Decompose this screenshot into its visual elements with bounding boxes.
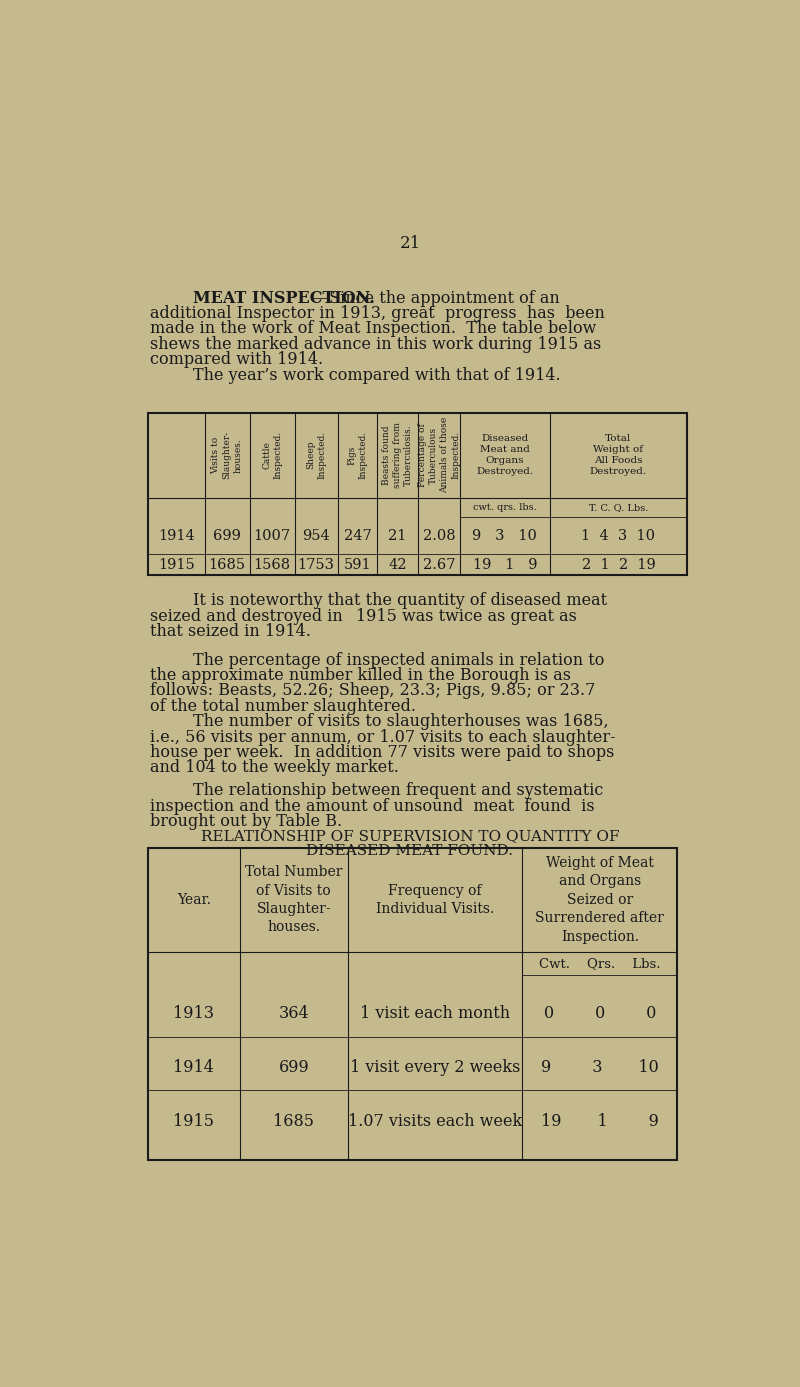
Text: 19   1   9: 19 1 9 — [473, 559, 537, 573]
Text: and 104 to the weekly market.: and 104 to the weekly market. — [150, 759, 399, 777]
Text: 1.07 visits each week: 1.07 visits each week — [348, 1112, 522, 1130]
Text: Visits to
Slaughter-
houses.: Visits to Slaughter- houses. — [211, 431, 242, 480]
Text: 1007: 1007 — [254, 528, 290, 544]
Text: Diseased
Meat and
Organs
Destroyed.: Diseased Meat and Organs Destroyed. — [476, 434, 534, 476]
Text: 2  1  2  19: 2 1 2 19 — [582, 559, 655, 573]
Text: 1914: 1914 — [174, 1058, 214, 1076]
Text: brought out by Table B.: brought out by Table B. — [150, 813, 342, 831]
Text: 1 visit every 2 weeks: 1 visit every 2 weeks — [350, 1058, 520, 1076]
Text: DISEASED MEAT FOUND.: DISEASED MEAT FOUND. — [306, 845, 514, 859]
Text: 699: 699 — [213, 528, 241, 544]
Text: 954: 954 — [302, 528, 330, 544]
Text: 9   3   10: 9 3 10 — [473, 528, 538, 544]
Text: shews the ​marked advance in this work during 1915 as: shews the ​marked advance in this work d… — [150, 336, 602, 352]
Text: the approximate number killed in the Borough is as: the approximate number killed in the Bor… — [150, 667, 571, 684]
Text: The percentage of inspected animals in relation to: The percentage of inspected animals in r… — [193, 652, 604, 669]
Text: 1913: 1913 — [174, 1006, 214, 1022]
Text: 2.08: 2.08 — [422, 528, 455, 544]
Text: The year’s work compared with that of 1914.: The year’s work compared with that of 19… — [193, 366, 561, 384]
Text: 1  4  3  10: 1 4 3 10 — [582, 528, 655, 544]
Text: Pigs
Inspected.: Pigs Inspected. — [348, 431, 368, 480]
Text: compared with 1914.: compared with 1914. — [150, 351, 323, 368]
Text: 699: 699 — [278, 1058, 309, 1076]
Text: seized and destroyed in  1915 was twice as great as: seized and destroyed in 1915 was twice a… — [150, 608, 578, 624]
Text: cwt. qrs. lbs.: cwt. qrs. lbs. — [473, 502, 537, 512]
Text: Sheep
Inspected.: Sheep Inspected. — [306, 431, 326, 480]
Text: It is noteworthy that the quantity of diseased meat: It is noteworthy that the quantity of di… — [193, 592, 607, 609]
Text: Frequency of
Individual Visits.: Frequency of Individual Visits. — [376, 884, 494, 915]
Text: 591: 591 — [344, 559, 371, 573]
Text: that seized in 1914.: that seized in 1914. — [150, 623, 311, 639]
Text: Total Number
of Visits to
Slaughter-
houses.: Total Number of Visits to Slaughter- hou… — [245, 865, 342, 935]
Text: 9        3       10: 9 3 10 — [541, 1058, 658, 1076]
Text: 1915: 1915 — [174, 1112, 214, 1130]
Text: The relationship between frequent and systematic: The relationship between frequent and sy… — [193, 782, 603, 799]
Text: 1685: 1685 — [274, 1112, 314, 1130]
Text: 2.67: 2.67 — [423, 559, 455, 573]
Text: Percentage of
Tuberculous
Animals of those
Inspected.: Percentage of Tuberculous Animals of tho… — [418, 417, 460, 494]
Text: Total
Weight of
All Foods
Destroyed.: Total Weight of All Foods Destroyed. — [590, 434, 647, 476]
Text: inspection and the amount of unsound  meat  found  is: inspection and the amount of unsound mea… — [150, 798, 595, 814]
Text: Weight of Meat
and Organs
Seized or
Surrendered after
Inspection.: Weight of Meat and Organs Seized or Surr… — [535, 856, 664, 943]
Text: The number of visits to slaughterhouses was 1685,: The number of visits to slaughterhouses … — [193, 713, 609, 730]
Text: i.e., 56 visits per annum, or 1.07 visits to each slaughter-: i.e., 56 visits per annum, or 1.07 visit… — [150, 728, 616, 746]
Text: Cwt.    Qrs.    Lbs.: Cwt. Qrs. Lbs. — [539, 957, 661, 970]
Text: house per week.  In addition 77 visits were paid to shops: house per week. In addition 77 visits we… — [150, 743, 614, 761]
Text: 1915: 1915 — [158, 559, 194, 573]
Text: 1753: 1753 — [298, 559, 334, 573]
Text: 19       1        9: 19 1 9 — [541, 1112, 659, 1130]
Text: Beasts found
suffering from
Tuberculosis.: Beasts found suffering from Tuberculosis… — [382, 422, 414, 488]
Text: 21: 21 — [389, 528, 406, 544]
Text: MEAT INSPECTION.: MEAT INSPECTION. — [193, 290, 375, 307]
Text: 364: 364 — [278, 1006, 309, 1022]
Text: made in the work of Meat Inspection.  The table below: made in the work of Meat Inspection. The… — [150, 320, 597, 337]
Text: 42: 42 — [388, 559, 407, 573]
Bar — [148, 413, 687, 574]
Text: 21: 21 — [399, 234, 421, 252]
Text: follows: Beasts, 52.26; Sheep, 23.3; Pigs, 9.85; or 23.7: follows: Beasts, 52.26; Sheep, 23.3; Pig… — [150, 682, 596, 699]
Text: —Since the appointment of an: —Since the appointment of an — [313, 290, 560, 307]
Text: 1 visit each month: 1 visit each month — [360, 1006, 510, 1022]
Bar — [148, 847, 678, 1160]
Text: Year.: Year. — [177, 893, 210, 907]
Text: Cattle
Inspected.: Cattle Inspected. — [262, 431, 282, 480]
Text: RELATIONSHIP OF SUPERVISION TO QUANTITY OF: RELATIONSHIP OF SUPERVISION TO QUANTITY … — [201, 828, 619, 843]
Text: 1685: 1685 — [209, 559, 246, 573]
Text: 0        0        0: 0 0 0 — [544, 1006, 656, 1022]
Text: 1914: 1914 — [158, 528, 194, 544]
Text: T. C. Q. Lbs.: T. C. Q. Lbs. — [589, 502, 648, 512]
Text: 1568: 1568 — [254, 559, 290, 573]
Text: additional Inspector in 1913, great  progress  has  been: additional Inspector in 1913, great prog… — [150, 305, 606, 322]
Text: 247: 247 — [344, 528, 371, 544]
Text: of the total number slaughtered.: of the total number slaughtered. — [150, 698, 416, 714]
